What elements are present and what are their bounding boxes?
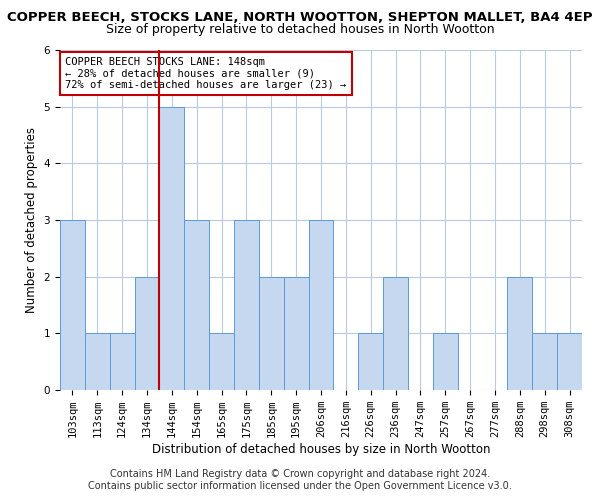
Bar: [383, 276, 408, 390]
Bar: [209, 334, 234, 390]
Bar: [508, 276, 532, 390]
Bar: [60, 220, 85, 390]
Bar: [110, 334, 134, 390]
Text: COPPER BEECH STOCKS LANE: 148sqm
← 28% of detached houses are smaller (9)
72% of: COPPER BEECH STOCKS LANE: 148sqm ← 28% o…: [65, 57, 346, 90]
Bar: [134, 276, 160, 390]
Bar: [160, 106, 184, 390]
Bar: [85, 334, 110, 390]
Bar: [557, 334, 582, 390]
Text: COPPER BEECH, STOCKS LANE, NORTH WOOTTON, SHEPTON MALLET, BA4 4EP: COPPER BEECH, STOCKS LANE, NORTH WOOTTON…: [7, 11, 593, 24]
Bar: [308, 220, 334, 390]
Text: Contains HM Land Registry data © Crown copyright and database right 2024.
Contai: Contains HM Land Registry data © Crown c…: [88, 470, 512, 491]
X-axis label: Distribution of detached houses by size in North Wootton: Distribution of detached houses by size …: [152, 443, 490, 456]
Bar: [184, 220, 209, 390]
Y-axis label: Number of detached properties: Number of detached properties: [25, 127, 38, 313]
Bar: [259, 276, 284, 390]
Text: Size of property relative to detached houses in North Wootton: Size of property relative to detached ho…: [106, 22, 494, 36]
Bar: [358, 334, 383, 390]
Bar: [284, 276, 308, 390]
Bar: [532, 334, 557, 390]
Bar: [433, 334, 458, 390]
Bar: [234, 220, 259, 390]
